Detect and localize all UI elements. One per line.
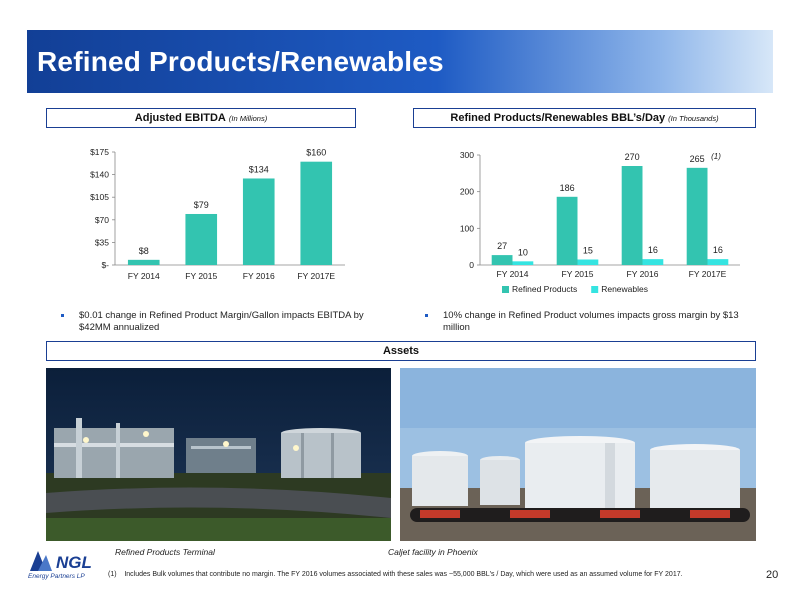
ebitda-bar (127, 259, 160, 265)
ebitda-value-label: $160 (306, 148, 326, 158)
bullet-marker-icon (425, 314, 428, 317)
ebitda-y-tick-label: $140 (90, 170, 109, 180)
volumes-bar-renewables (707, 259, 729, 265)
volumes-value-label: 16 (713, 245, 723, 255)
footnote-marker: (1) (108, 571, 117, 578)
volumes-value-label: 186 (560, 183, 575, 193)
volumes-footnote-annotation: (1) (711, 152, 721, 161)
ngl-logo-wordmark: NGL (56, 553, 92, 572)
volumes-legend-swatch (502, 286, 509, 293)
volumes-legend-swatch (591, 286, 599, 293)
assets-section-header: Assets (46, 341, 756, 361)
ebitda-x-tick-label: FY 2017E (297, 271, 335, 281)
volumes-value-label: 10 (518, 247, 528, 257)
volumes-y-tick-label: 300 (460, 150, 474, 160)
volumes-bar-refined (556, 196, 578, 265)
volumes-bar-refined (621, 166, 643, 265)
title-bar: Refined Products/Renewables (27, 30, 773, 93)
ebitda-section-title: Adjusted EBITDA (134, 112, 226, 124)
ebitda-value-label: $79 (194, 200, 209, 210)
footnote-text: Includes Bulk volumes that contribute no… (124, 571, 683, 578)
volumes-chart: 0 100 200 300 27 10 FY 2014 186 15 FY 2015 270 16 FY… (440, 140, 750, 305)
volumes-bar-refined (491, 255, 513, 265)
ebitda-bar (185, 213, 218, 265)
ngl-logo-tagline: Energy Partners LP (28, 573, 85, 580)
volumes-section-subtitle: (In Thousands) (668, 114, 719, 123)
ebitda-y-tick-label: $105 (90, 192, 109, 202)
volumes-legend-label: Renewables (601, 284, 648, 294)
volumes-value-label: 270 (625, 152, 640, 162)
caljet-facility-photo (400, 368, 756, 541)
ebitda-value-label: $8 (139, 246, 149, 256)
volumes-bar-renewables (642, 259, 664, 265)
ebitda-section-header: Adjusted EBITDA (In Millions) (46, 108, 356, 128)
refined-products-terminal-photo (46, 368, 391, 541)
footnote: (1) Includes Bulk volumes that contribut… (108, 571, 683, 578)
ebitda-x-tick-label: FY 2014 (128, 271, 160, 281)
volumes-value-label: 27 (497, 241, 507, 251)
ebitda-chart: $- $35 $70 $105 $140 $175 $8 FY 2014 $79 FY 2015 $… (70, 140, 360, 290)
volumes-section-title: Refined Products/Renewables BBL’s/Day (450, 112, 666, 124)
volumes-x-tick-label: FY 2017E (689, 269, 727, 279)
volumes-value-label: 15 (583, 246, 593, 256)
ebitda-value-label: $134 (249, 164, 269, 174)
volumes-bar-renewables (577, 259, 599, 265)
volumes-x-tick-label: FY 2016 (627, 269, 659, 279)
ebitda-bar (242, 178, 275, 265)
ebitda-x-tick-label: FY 2016 (243, 271, 275, 281)
volumes-bar-refined (686, 167, 708, 265)
ebitda-bar (300, 161, 333, 265)
volumes-value-label: 265 (690, 154, 705, 164)
ebitda-bullet-text: $0.01 change in Refined Product Margin/G… (79, 310, 364, 333)
volumes-legend-label: Refined Products (512, 284, 577, 294)
caljet-photo-caption: Caljet facility in Phoenix (388, 547, 478, 557)
volumes-x-tick-label: FY 2014 (497, 269, 529, 279)
ebitda-y-tick-label: $175 (90, 147, 109, 157)
ebitda-y-tick-label: $- (101, 260, 109, 270)
ngl-logo: NGL Energy Partners LP (28, 549, 96, 583)
volumes-bullet-text: 10% change in Refined Product volumes im… (443, 310, 739, 333)
volumes-x-tick-label: FY 2015 (562, 269, 594, 279)
volumes-y-tick-label: 0 (469, 260, 474, 270)
volumes-y-tick-label: 200 (460, 187, 474, 197)
page-number: 20 (766, 569, 779, 581)
bullet-marker-icon (61, 314, 64, 317)
volumes-chart-svg: 0 100 200 300 27 10 FY 2014 186 15 FY 2015 270 16 FY… (460, 150, 740, 294)
ebitda-section-subtitle: (In Millions) (228, 114, 268, 123)
ebitda-y-tick-label: $35 (95, 237, 109, 247)
terminal-photo-caption: Refined Products Terminal (115, 547, 215, 557)
ngl-logo-mark-icon: NGL (30, 551, 92, 572)
ebitda-chart-svg: $- $35 $70 $105 $140 $175 $8 FY 2014 $79 FY 2015 $… (90, 147, 345, 281)
ebitda-x-tick-label: FY 2015 (185, 271, 217, 281)
assets-section-title: Assets (382, 345, 420, 357)
page-title: Refined Products/Renewables (37, 46, 444, 77)
volumes-bar-renewables (512, 261, 534, 265)
volumes-value-label: 16 (648, 245, 658, 255)
volumes-section-header: Refined Products/Renewables BBL’s/Day (In… (413, 108, 756, 128)
volumes-y-tick-label: 100 (460, 223, 474, 233)
ebitda-y-tick-label: $70 (95, 215, 109, 225)
